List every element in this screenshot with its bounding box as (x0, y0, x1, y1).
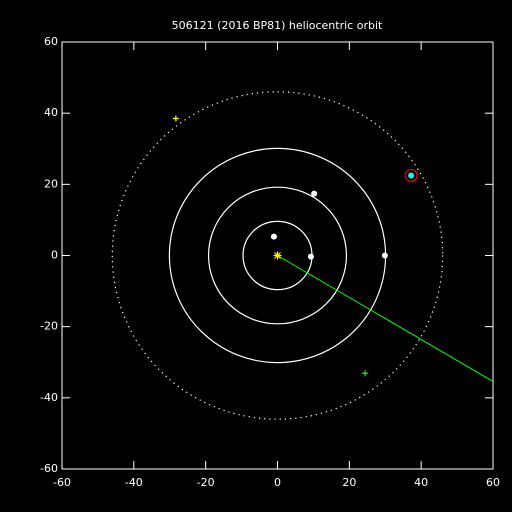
y-tick-label: -60 (40, 462, 58, 475)
orbit (111, 91, 444, 420)
x-tick-label: 40 (414, 476, 428, 489)
direction-line (277, 255, 494, 382)
y-tick-label: -20 (40, 320, 58, 333)
sun (273, 251, 282, 260)
object (408, 172, 415, 179)
x-tick-label: -60 (53, 476, 71, 489)
planet (307, 253, 314, 260)
y-tick-label: 60 (44, 35, 58, 48)
x-tick-label: 20 (342, 476, 356, 489)
y-tick-label: -40 (40, 391, 58, 404)
object-ring (404, 168, 418, 183)
x-tick-label: -20 (197, 476, 215, 489)
orbit (207, 186, 348, 325)
x-tick-label: -40 (125, 476, 143, 489)
planet (311, 190, 318, 197)
x-tick-label: 60 (486, 476, 500, 489)
x-tick-label: 0 (274, 476, 281, 489)
y-tick-label: 40 (44, 106, 58, 119)
y-tick-label: 0 (51, 249, 58, 262)
planet (270, 233, 277, 240)
planet (381, 252, 388, 259)
marker (362, 370, 369, 377)
y-tick-label: 20 (44, 177, 58, 190)
chart-title: 506121 (2016 BP81) heliocentric orbit (172, 19, 383, 32)
marker (172, 115, 179, 122)
